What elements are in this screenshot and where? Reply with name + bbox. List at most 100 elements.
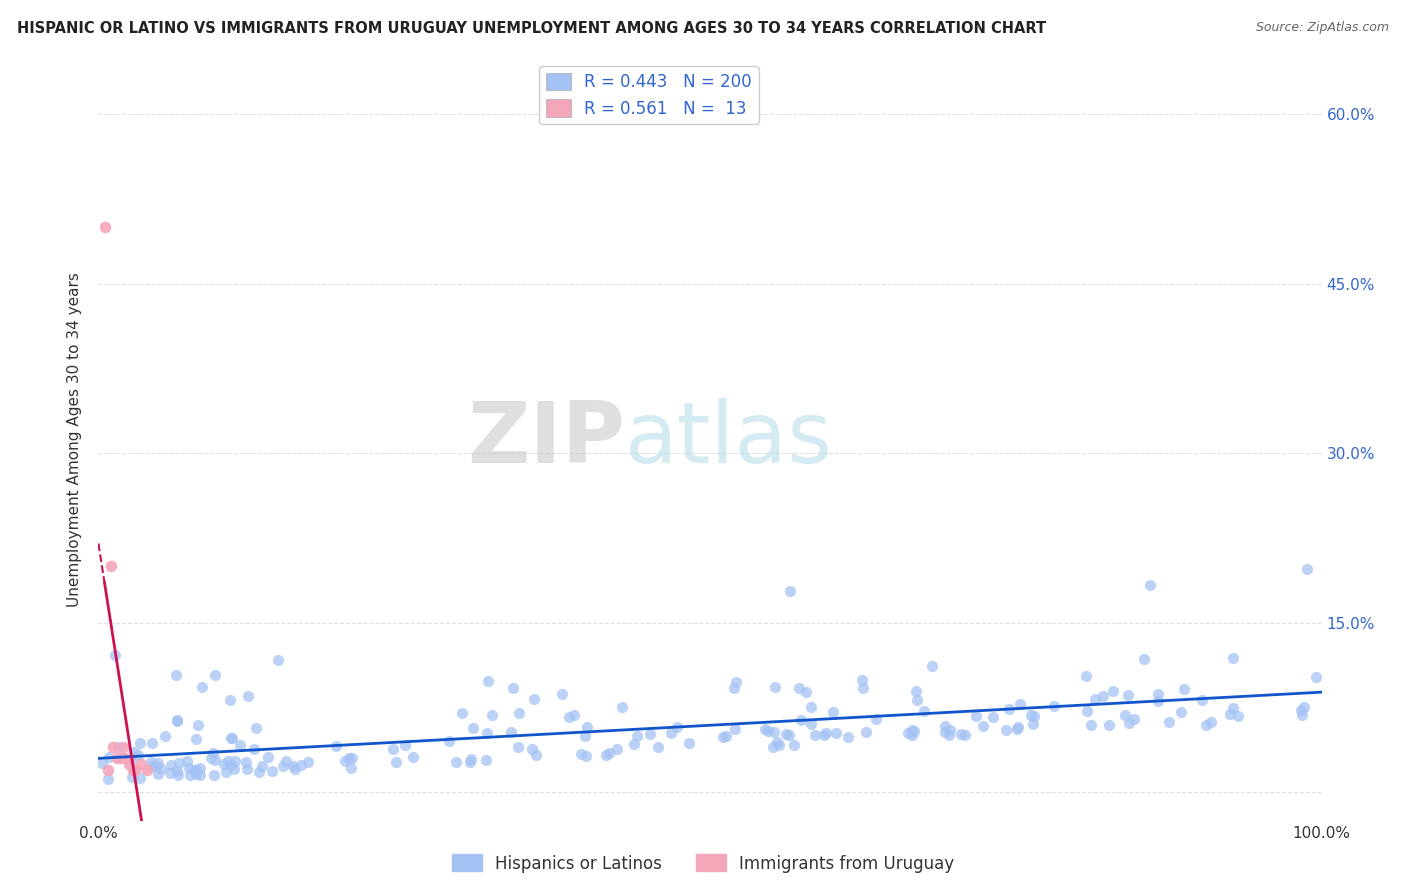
Point: [1195, 717, 1218, 731]
Point: [1118, 715, 1140, 730]
Point: [129, 771, 152, 785]
Point: [184, 731, 207, 746]
Point: [202, 768, 225, 782]
Point: [659, 726, 682, 740]
Point: [912, 704, 935, 718]
Point: [787, 681, 810, 696]
Point: [523, 692, 546, 706]
Point: [215, 765, 238, 780]
Point: [1305, 670, 1327, 684]
Point: [124, 763, 146, 777]
Point: [402, 750, 425, 764]
Point: [129, 757, 152, 772]
Point: [900, 727, 922, 741]
Point: [475, 753, 498, 767]
Point: [136, 763, 159, 777]
Point: [188, 761, 211, 775]
Point: [188, 768, 211, 782]
Point: [1291, 707, 1313, 722]
Point: [153, 729, 176, 743]
Point: [939, 723, 962, 737]
Point: [100, 559, 122, 574]
Point: [558, 710, 581, 724]
Point: [236, 689, 259, 703]
Point: [1019, 708, 1042, 723]
Point: [1291, 703, 1313, 717]
Point: [711, 730, 734, 744]
Point: [96, 772, 118, 786]
Point: [1010, 697, 1032, 711]
Point: [1296, 562, 1319, 576]
Point: [606, 742, 628, 756]
Point: [1219, 706, 1241, 721]
Point: [1159, 714, 1181, 729]
Point: [955, 728, 977, 742]
Point: [921, 659, 943, 673]
Point: [1080, 717, 1102, 731]
Point: [783, 738, 806, 752]
Point: [460, 752, 482, 766]
Point: [934, 724, 956, 739]
Point: [1222, 651, 1244, 665]
Point: [450, 706, 472, 721]
Point: [1024, 709, 1046, 723]
Point: [1092, 689, 1115, 703]
Point: [723, 681, 745, 695]
Point: [105, 751, 128, 765]
Point: [499, 725, 522, 739]
Point: [837, 730, 859, 744]
Point: [813, 727, 835, 741]
Point: [444, 756, 467, 770]
Point: [1170, 705, 1192, 719]
Point: [823, 705, 845, 719]
Point: [763, 725, 786, 739]
Point: [200, 751, 222, 765]
Point: [219, 758, 242, 772]
Point: [723, 722, 745, 736]
Point: [1139, 578, 1161, 592]
Point: [166, 764, 188, 778]
Point: [124, 745, 146, 759]
Point: [121, 763, 143, 777]
Point: [385, 755, 408, 769]
Point: [460, 755, 482, 769]
Point: [104, 648, 127, 662]
Point: [1076, 704, 1098, 718]
Point: [551, 687, 574, 701]
Point: [901, 723, 924, 738]
Point: [665, 720, 688, 734]
Point: [903, 723, 925, 738]
Point: [1042, 698, 1064, 713]
Point: [758, 724, 780, 739]
Text: Source: ZipAtlas.com: Source: ZipAtlas.com: [1256, 21, 1389, 35]
Point: [167, 756, 190, 770]
Point: [184, 763, 207, 777]
Point: [281, 758, 304, 772]
Point: [775, 727, 797, 741]
Point: [247, 765, 270, 780]
Point: [236, 762, 259, 776]
Point: [394, 738, 416, 752]
Point: [626, 729, 648, 743]
Point: [235, 755, 257, 769]
Point: [90, 756, 112, 771]
Point: [221, 731, 243, 745]
Legend: R = 0.443   N = 200, R = 0.561   N =  13: R = 0.443 N = 200, R = 0.561 N = 13: [540, 66, 758, 124]
Point: [342, 751, 364, 765]
Point: [800, 700, 823, 714]
Point: [179, 768, 201, 782]
Point: [141, 759, 163, 773]
Point: [1114, 707, 1136, 722]
Point: [139, 755, 162, 769]
Point: [1005, 722, 1028, 736]
Point: [814, 726, 837, 740]
Point: [506, 740, 529, 755]
Point: [1147, 694, 1170, 708]
Point: [524, 748, 547, 763]
Point: [994, 723, 1017, 738]
Point: [297, 756, 319, 770]
Point: [1201, 715, 1223, 730]
Point: [256, 749, 278, 764]
Point: [191, 680, 214, 694]
Point: [177, 761, 200, 775]
